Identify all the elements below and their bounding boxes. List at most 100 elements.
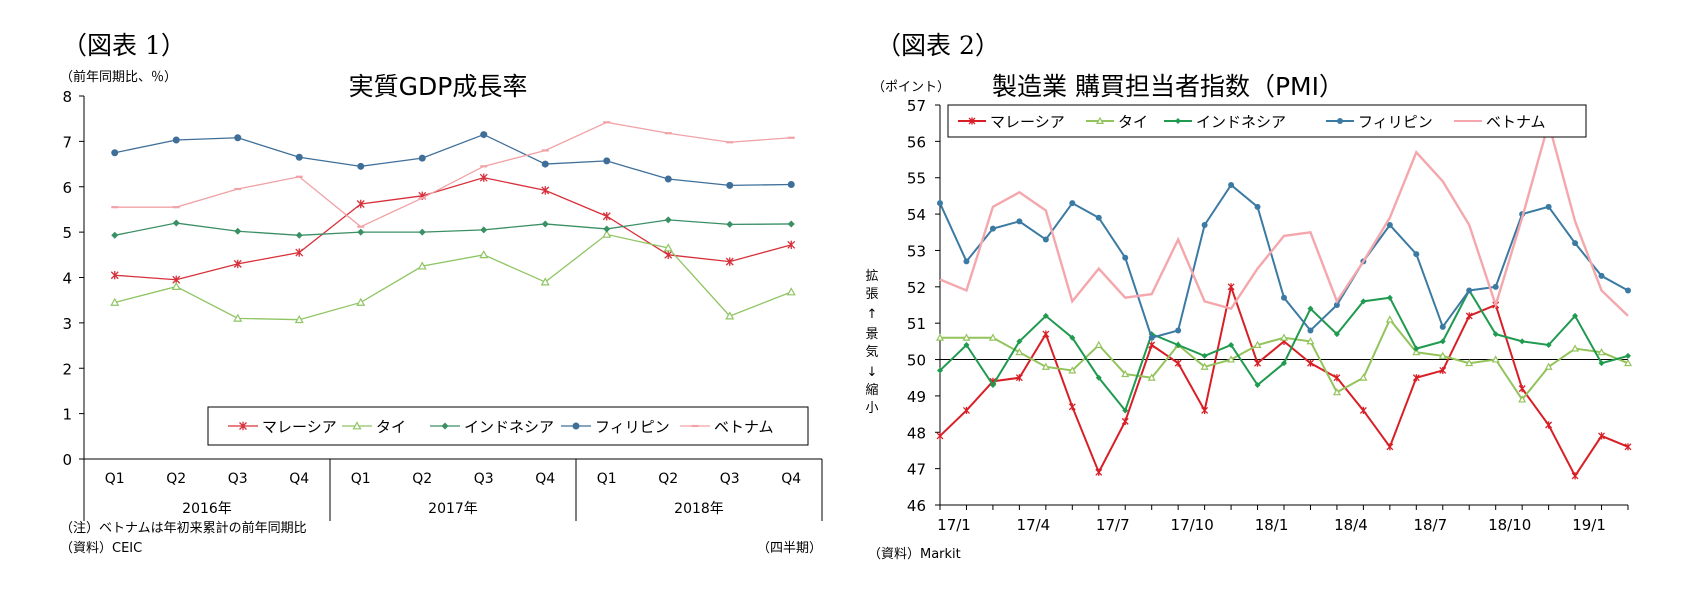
data-point xyxy=(111,231,119,239)
data-point-shape xyxy=(1439,323,1446,330)
legend-label: タイ xyxy=(1118,113,1148,131)
data-point xyxy=(234,134,242,142)
x-tick-label: 17/10 xyxy=(1171,516,1214,534)
x-tick-label: Q4 xyxy=(289,471,309,487)
data-point xyxy=(1492,283,1499,290)
x-tick-label: 17/1 xyxy=(937,516,971,534)
legend-marker-shape xyxy=(1095,116,1105,125)
data-point-shape xyxy=(1518,385,1526,393)
legend-item: フィリピン xyxy=(1326,113,1433,131)
legend: マレーシア タイ インドネシア フィリピン ベトナム xyxy=(207,406,809,446)
data-point xyxy=(937,200,943,207)
data-point-shape xyxy=(1465,358,1474,367)
data-point xyxy=(111,149,119,157)
data-point-shape xyxy=(1254,359,1261,367)
data-point xyxy=(1042,330,1050,338)
data-point-shape xyxy=(480,131,488,139)
data-point-shape xyxy=(295,248,304,257)
data-point-shape xyxy=(1228,342,1235,348)
data-point-shape xyxy=(1438,351,1447,359)
legend-marker-shape xyxy=(441,422,449,430)
series-line xyxy=(939,283,1629,478)
x-tick-label: 18/10 xyxy=(1488,516,1531,534)
data-point-shape xyxy=(1333,374,1341,382)
data-point-shape xyxy=(1069,200,1076,207)
y-tick-label: 0 xyxy=(62,451,72,469)
data-point-shape xyxy=(1253,340,1262,348)
data-point-shape xyxy=(664,175,672,183)
data-point-shape xyxy=(602,212,611,221)
data-point-shape xyxy=(1306,337,1315,345)
data-point xyxy=(1200,362,1209,370)
data-point xyxy=(479,250,489,259)
data-point-shape xyxy=(963,406,970,415)
data-point-shape xyxy=(1254,382,1261,388)
source-note: （資料）Markit xyxy=(868,547,961,562)
legend-marker-shape xyxy=(968,117,976,125)
data-point-shape xyxy=(1623,358,1633,367)
data-point-shape xyxy=(936,432,944,440)
data-point xyxy=(1439,338,1446,345)
data-point xyxy=(1466,287,1473,294)
side-label: 拡張 ↑ 景気 ↓ 縮小 xyxy=(865,269,878,416)
legend-marker xyxy=(1095,116,1105,125)
data-point xyxy=(787,240,796,250)
data-point-shape xyxy=(787,180,795,188)
data-point-shape xyxy=(663,243,673,252)
data-point xyxy=(1015,348,1024,356)
data-point xyxy=(1068,403,1076,411)
data-point-shape xyxy=(418,228,426,236)
x-tick-label: 18/7 xyxy=(1413,516,1447,534)
data-point-shape xyxy=(1545,203,1552,210)
data-point-shape xyxy=(787,220,795,228)
data-point xyxy=(937,367,943,374)
legend-label: マレーシア xyxy=(262,418,337,436)
y-tick-label: 47 xyxy=(907,461,926,479)
legend-marker xyxy=(968,117,976,125)
data-point-shape xyxy=(1571,344,1580,352)
data-point xyxy=(1492,331,1499,338)
data-point xyxy=(110,271,119,280)
x-tick-label: Q3 xyxy=(720,471,740,487)
data-point-shape xyxy=(1148,341,1156,349)
data-point-shape xyxy=(726,181,734,189)
data-point-shape xyxy=(1545,421,1553,429)
data-point-shape xyxy=(1015,348,1024,356)
data-point xyxy=(1095,214,1102,221)
data-point xyxy=(1307,327,1314,334)
data-point-shape xyxy=(479,250,489,259)
data-point-shape xyxy=(1281,360,1287,367)
legend-label: フィリピン xyxy=(595,418,670,436)
data-point-shape xyxy=(664,250,673,260)
pmi-figure: （図表 2） （ポイント） 製造業 購買担当者指数（PMI） 拡張↑景気↓縮小 … xyxy=(865,31,1633,562)
data-point-shape xyxy=(1175,342,1182,348)
data-point xyxy=(1254,382,1261,388)
data-point-shape xyxy=(541,160,549,168)
legend-marker-shape xyxy=(1175,118,1181,124)
data-point-shape xyxy=(1571,472,1579,480)
legend-item: タイ xyxy=(1086,113,1148,131)
data-point xyxy=(1413,251,1420,258)
data-point xyxy=(1122,254,1129,261)
data-point xyxy=(1597,348,1606,356)
data-point xyxy=(294,314,304,324)
data-point xyxy=(1333,302,1340,308)
series-1 xyxy=(936,283,1632,480)
x-tick-label: 19/1 xyxy=(1572,516,1606,534)
data-point-shape xyxy=(1572,240,1579,247)
data-point-shape xyxy=(1121,369,1130,378)
data-point xyxy=(541,220,549,228)
data-point xyxy=(1571,472,1579,480)
data-point xyxy=(1625,352,1631,359)
data-point xyxy=(664,250,673,260)
data-point xyxy=(603,225,611,233)
data-point-shape xyxy=(1069,334,1076,341)
gdp-plot: 0 1 2 3 4 5 6 7 8 Q1 Q2 Q3 Q4 Q1 Q2 Q3 Q4 Q1 Q2 Q3 Q4 2016年 2… xyxy=(62,88,823,521)
data-point-shape xyxy=(1174,359,1182,367)
data-point-shape xyxy=(1412,374,1420,382)
y-tick-label: 2 xyxy=(62,360,72,378)
x-axis: Q1 Q2 Q3 Q4 Q1 Q2 Q3 Q4 Q1 Q2 Q3 Q4 2016年 2017年 2018年 xyxy=(83,458,823,521)
data-point-shape xyxy=(1122,407,1129,414)
data-point-shape xyxy=(1307,327,1314,334)
data-point xyxy=(1439,366,1447,375)
